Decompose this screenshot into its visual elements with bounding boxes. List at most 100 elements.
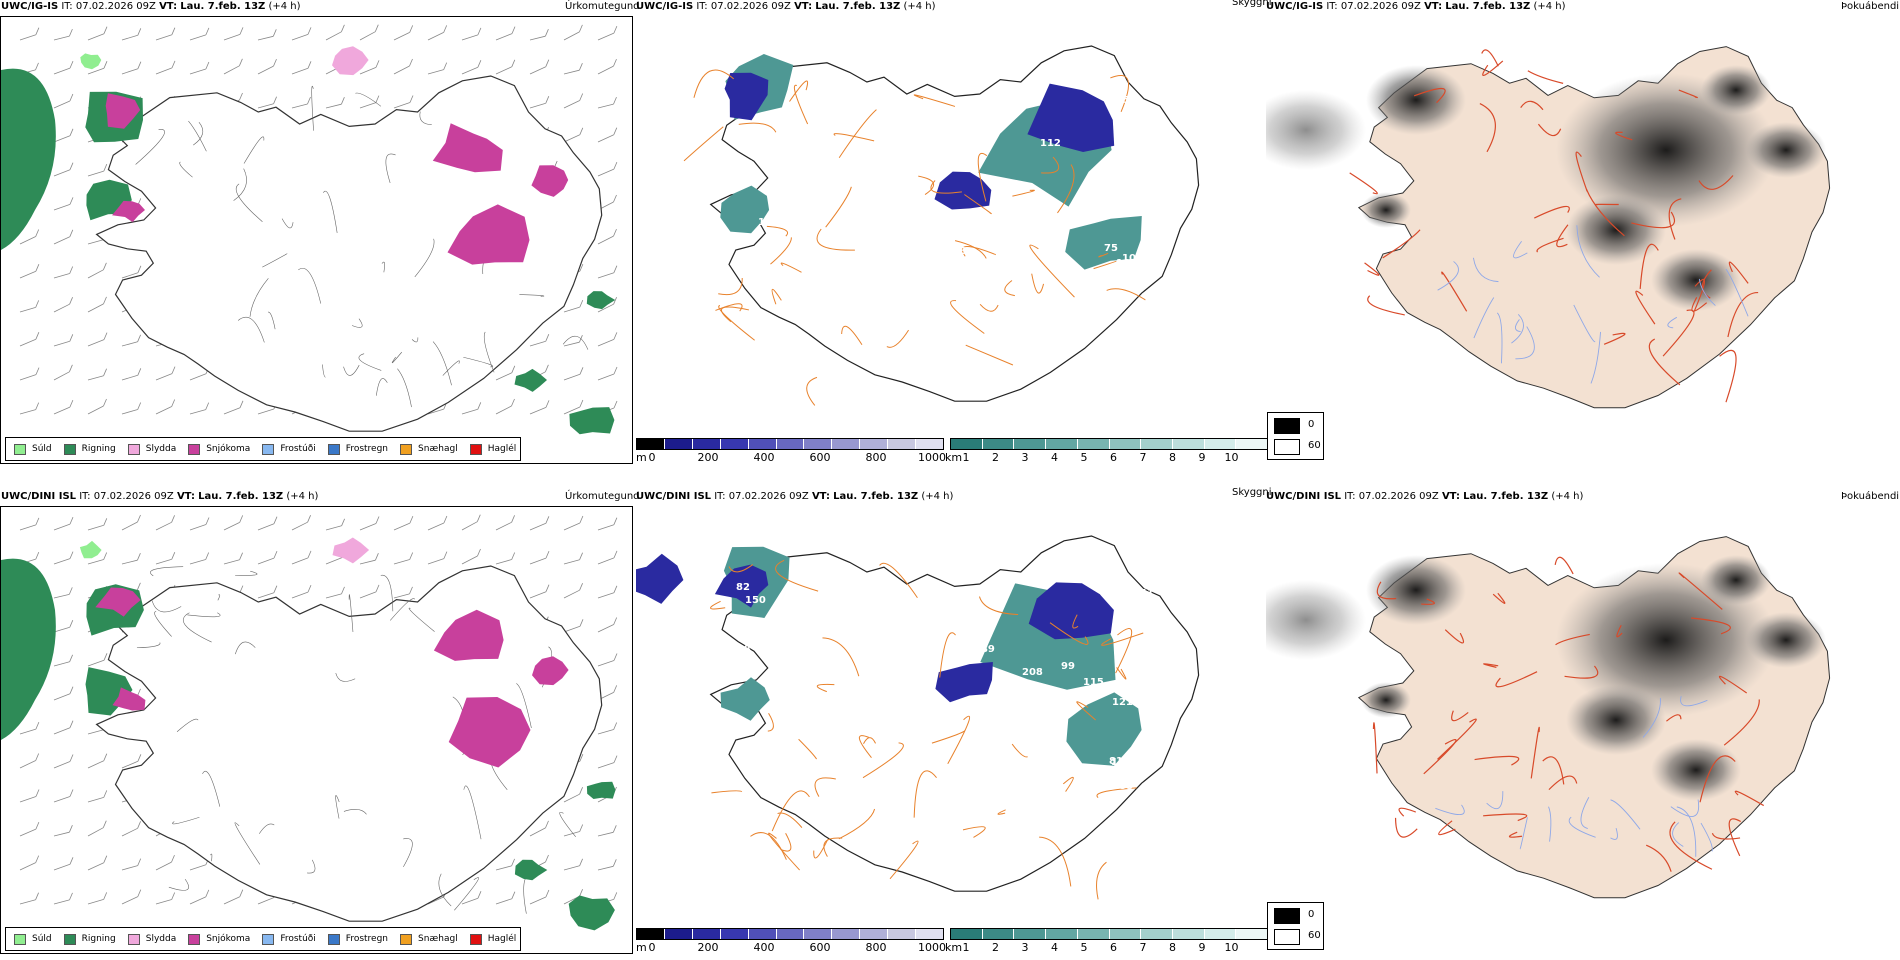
panel-title: UWC/IG-IS IT: 07.02.2026 09Z VT: Lau. 7.…: [1266, 1, 1566, 13]
m-tick: 1000: [918, 941, 946, 954]
legend-item: Frostregn: [327, 933, 389, 945]
visibility-panel: 75 16 108 112 190 92 116 128 159 307 150 127 181 225 1…: [636, 0, 1272, 470]
offset: (+4 h): [1533, 1, 1566, 12]
km-tick: 1: [962, 451, 970, 464]
snow-area: [447, 204, 530, 265]
offset: (+4 h): [903, 1, 936, 12]
legend-label: Slydda: [145, 934, 177, 944]
legend-label: Frostúði: [280, 934, 316, 944]
rain-area: [586, 781, 616, 799]
m-unit-label: m: [636, 941, 647, 954]
visibility-areas: [720, 54, 1142, 270]
snow-area: [112, 687, 146, 711]
km-tick: 7: [1139, 451, 1147, 464]
visibility-value: 253: [1022, 688, 1043, 699]
m-tick: 0: [648, 941, 656, 954]
sleet-area: [332, 46, 369, 76]
fog-areas: [1361, 65, 1826, 311]
visibility-value: 88: [731, 156, 745, 167]
fog-legend-light-swatch: [1274, 929, 1300, 945]
visibility-teal: [720, 677, 770, 721]
rain-area: [514, 368, 547, 392]
visibility-value: 82: [736, 582, 750, 593]
legend-label: Frostregn: [345, 934, 389, 944]
it-prefix: IT:: [79, 491, 91, 502]
visibility-value: 208: [1022, 667, 1043, 678]
m-tick: 600: [809, 941, 831, 954]
visibility-value: 12: [966, 112, 980, 123]
km-tick: 6: [1110, 941, 1117, 954]
m-tick: 600: [809, 451, 831, 464]
visibility-value: 127: [943, 122, 964, 133]
rain-area: [514, 859, 548, 881]
visibility-value: 187: [1111, 757, 1132, 768]
visibility-map: 75 16 108 112 190 92 116 128 159 307 150 127 181 225 1…: [683, 45, 1200, 406]
fog-area: [1361, 192, 1411, 228]
legend-item: Slydda: [127, 933, 177, 945]
it-prefix: IT:: [696, 1, 708, 12]
it-prefix: IT:: [1326, 1, 1338, 12]
visibility-value: 113: [797, 691, 818, 702]
legend-swatch: [63, 933, 76, 945]
visibility-value: 17: [741, 665, 755, 676]
model-label: UWC/DINI ISL: [636, 491, 712, 502]
it-value: 07.02.2026 09Z: [728, 491, 809, 502]
fog-area: [1566, 685, 1666, 755]
visibility-value: 159: [1116, 95, 1137, 106]
visibility-value: 115: [1083, 677, 1104, 688]
km-tick: 4: [1051, 941, 1058, 954]
legend-label: Súld: [32, 934, 52, 944]
visibility-value: 220: [970, 727, 991, 738]
visibility-value: 113: [946, 246, 967, 257]
fog-legend-dark-swatch: [1274, 908, 1300, 924]
road-network: [710, 559, 1144, 900]
offset: (+4 h): [268, 1, 301, 12]
km-tick: 6: [1110, 451, 1117, 464]
vt-value: Lau. 7.feb. 13Z: [1445, 1, 1531, 12]
m-unit-label: m: [636, 451, 647, 464]
visibility-value: 125: [1008, 759, 1029, 770]
rain-area-west: [1, 68, 56, 250]
legend-label: Rigning: [81, 934, 116, 944]
km-tick: 2: [992, 451, 999, 464]
road-network: [683, 69, 1146, 406]
legend-item: Slydda: [127, 443, 176, 455]
visibility-km-colorbar: [950, 928, 1268, 940]
model-label: UWC/IG-IS: [1266, 1, 1324, 12]
visibility-blue: [935, 662, 993, 703]
legend-swatch: [262, 933, 275, 945]
precip-areas: [1, 537, 616, 931]
km-tick: 10: [1224, 451, 1239, 464]
fog-title: Þokuábendi: [1841, 1, 1900, 12]
snow-area: [531, 165, 569, 197]
fog-map: [1266, 536, 1831, 899]
m-tick: 400: [753, 451, 775, 464]
rain-area: [568, 895, 615, 931]
it-value: 07.02.2026 09Z: [710, 1, 791, 12]
km-unit-label: km: [945, 941, 963, 954]
legend-label: Snjókoma: [206, 444, 251, 454]
km-tick: 3: [1021, 451, 1029, 464]
visibility-value: 190: [948, 270, 969, 281]
visibility-value: 108: [1122, 253, 1143, 264]
road-network: [1372, 556, 1765, 872]
offshore-fog: [1266, 580, 1366, 660]
m-tick: 200: [697, 941, 719, 954]
fog-area: [1566, 195, 1666, 265]
fog-area: [1361, 682, 1411, 718]
panel-title: UWC/IG-IS IT: 07.02.2026 09Z VT: Lau. 7.…: [1, 1, 301, 13]
legend-item: Snæhagl: [400, 933, 458, 945]
road-lines: [135, 86, 589, 408]
visibility-values: 75 16 108 112 190 92 116 128 159 307 150 127 181 225 1…: [731, 89, 1146, 293]
visibility-value: 306: [783, 694, 804, 705]
legend-label: Snæhagl: [418, 934, 458, 944]
visibility-value: 116: [1108, 153, 1129, 164]
visibility-value: 188: [1112, 781, 1133, 792]
it-prefix: IT:: [714, 491, 726, 502]
it-value: 07.02.2026 09Z: [93, 491, 174, 502]
panel-title: UWC/DINI ISL IT: 07.02.2026 09Z VT: Lau.…: [1266, 491, 1583, 503]
legend-swatch: [469, 443, 482, 455]
precip-legend: Súld Rigning Slydda Snjókoma Frostúði Frostre…: [5, 927, 522, 951]
legend-swatch: [400, 933, 413, 945]
